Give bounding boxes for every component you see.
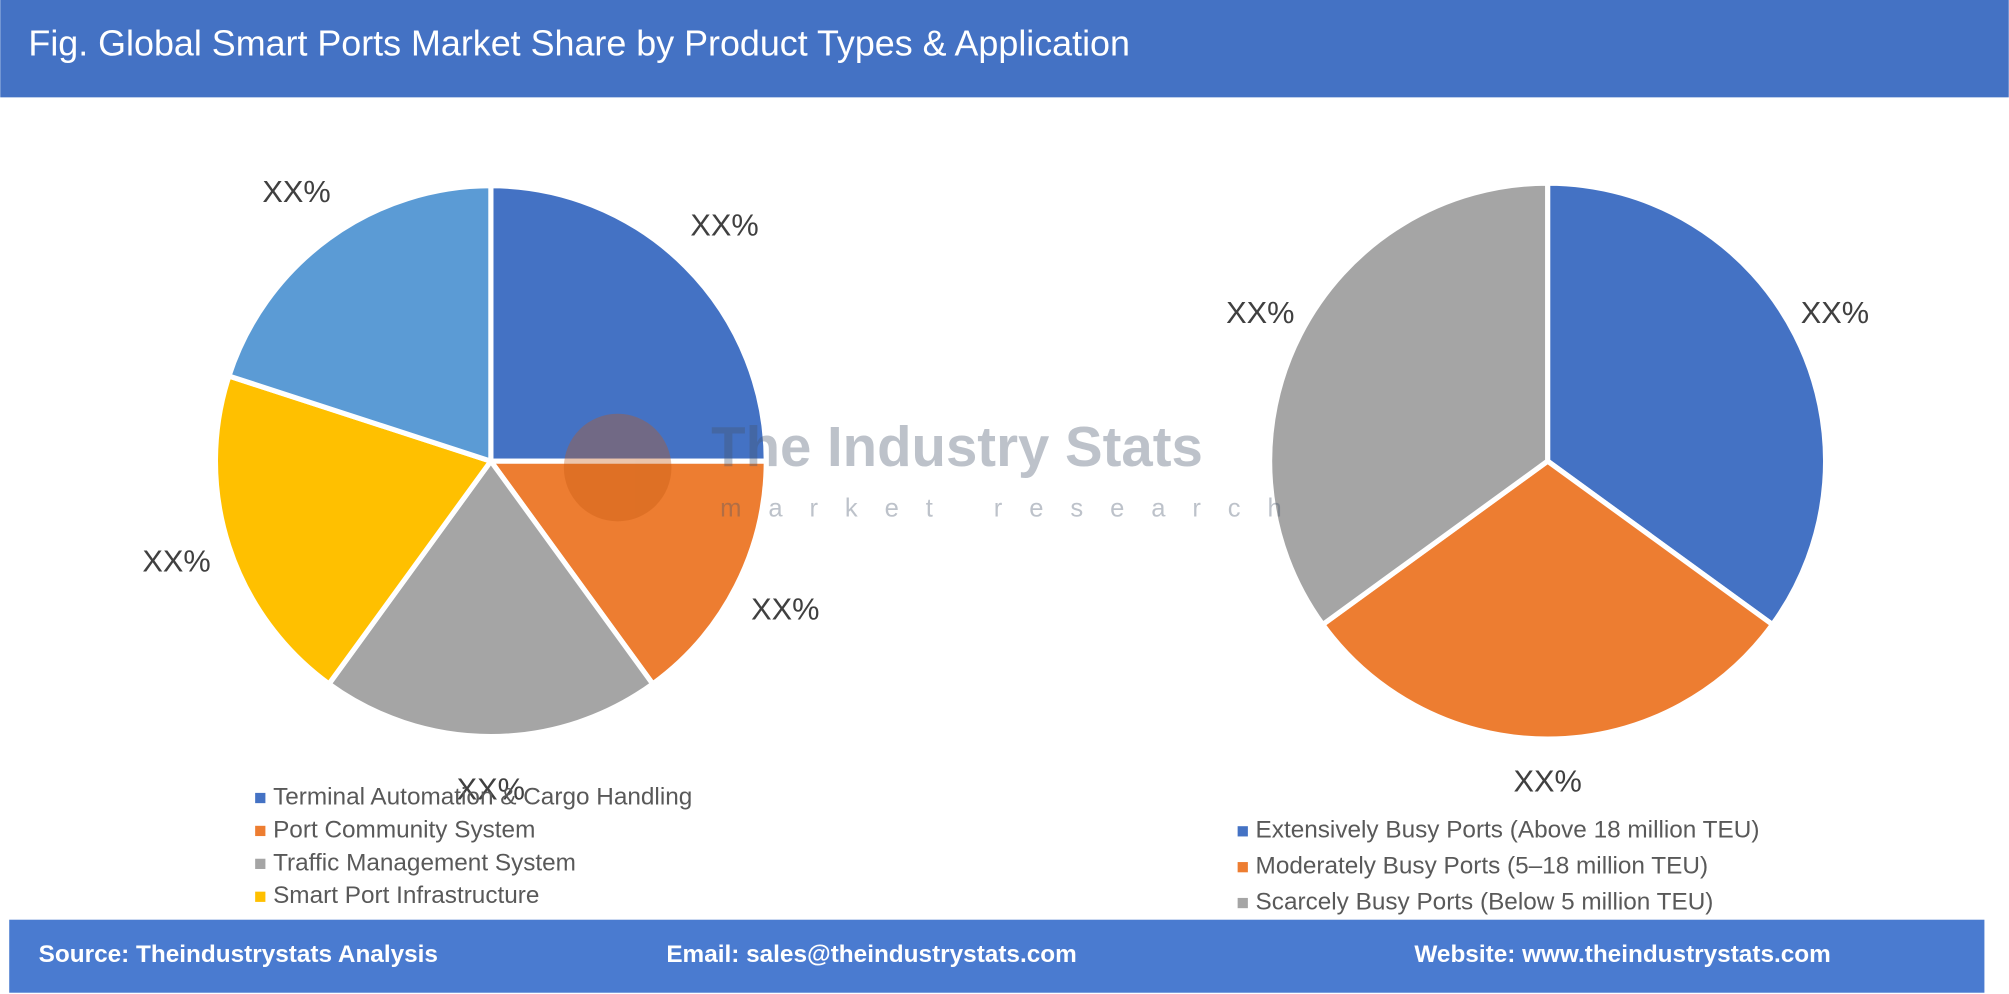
value-label: XX% bbox=[1226, 295, 1294, 330]
value-label: XX% bbox=[142, 543, 210, 578]
watermark-name: The Industry Stats bbox=[711, 415, 1203, 478]
pie-slice bbox=[1319, 457, 1777, 742]
legend-label: Moderately Busy Ports (5–18 million TEU) bbox=[1256, 853, 1709, 880]
watermark-tagline: market research bbox=[720, 495, 1309, 523]
legend-swatch bbox=[1237, 897, 1248, 909]
legend-swatch bbox=[1237, 862, 1248, 873]
legend-swatch bbox=[255, 858, 266, 869]
value-label: XX% bbox=[751, 591, 819, 626]
legend-swatch bbox=[1237, 826, 1248, 837]
watermark: The Industry Stats market research bbox=[563, 413, 1309, 523]
value-label: XX% bbox=[262, 174, 330, 209]
value-label: XX% bbox=[1801, 295, 1869, 330]
footer-email: Email: sales@theindustrystats.com bbox=[666, 941, 1076, 968]
legend-label: Terminal Automation & Cargo Handling bbox=[273, 783, 692, 810]
legend-swatch bbox=[255, 825, 266, 837]
legend-swatch bbox=[255, 792, 266, 804]
pie-slice bbox=[1545, 180, 1829, 629]
pie-slice bbox=[212, 372, 495, 688]
charts: XX%XX%XX%XX%XX%Terminal Automation & Car… bbox=[142, 174, 1869, 916]
legend-swatch bbox=[255, 891, 266, 902]
footer-bar bbox=[9, 919, 1985, 993]
watermark-icon bbox=[563, 413, 672, 522]
legend-label: Scarcely Busy Ports (Below 5 million TEU… bbox=[1256, 888, 1714, 915]
pie-slice bbox=[485, 458, 769, 688]
pie-slice bbox=[1267, 180, 1551, 629]
value-label: XX% bbox=[457, 772, 525, 807]
legend-label: Extensively Busy Ports (Above 18 million… bbox=[1256, 817, 1760, 844]
pie-slice bbox=[488, 183, 769, 464]
value-label: XX% bbox=[1513, 764, 1581, 799]
pie-slice bbox=[325, 456, 657, 740]
legend-label: Smart Port Infrastructure bbox=[273, 882, 539, 909]
pie-slice bbox=[225, 183, 494, 465]
title: Fig. Global Smart Ports Market Share by … bbox=[28, 24, 1130, 64]
value-label: XX% bbox=[690, 208, 758, 243]
header-bar bbox=[0, 0, 2009, 98]
footer-source: Source: Theindustrystats Analysis bbox=[39, 941, 438, 968]
footer-website: Website: www.theindustrystats.com bbox=[1414, 941, 1830, 968]
legend-label: Traffic Management System bbox=[273, 849, 576, 876]
legend-label: Port Community System bbox=[273, 816, 535, 843]
